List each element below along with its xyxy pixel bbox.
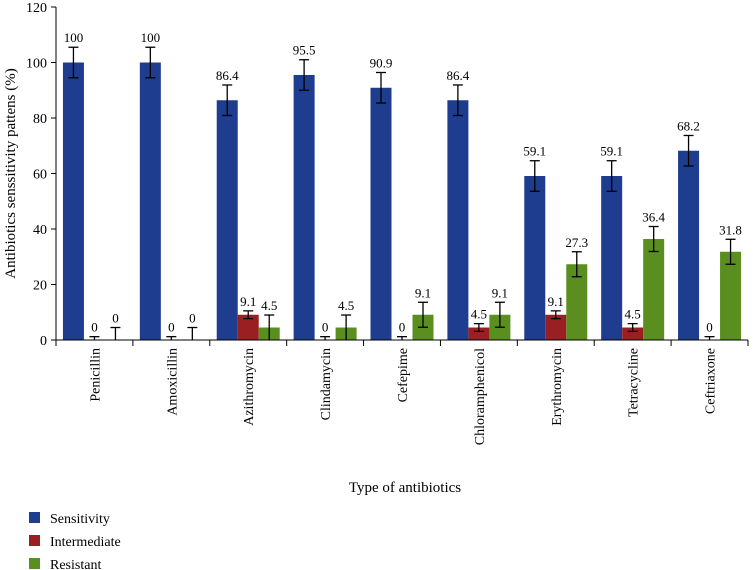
data-label: 31.8	[719, 222, 742, 237]
x-tick-label: Amoxicillin	[165, 348, 180, 416]
data-label: 100	[141, 30, 161, 45]
data-label: 0	[189, 311, 196, 326]
data-label: 86.4	[216, 68, 239, 83]
legend-swatch-resistant	[29, 558, 40, 569]
bar-intermediate-azithromycin	[237, 314, 259, 340]
x-axis-ticks: Penicillin Amoxicillin Azithromycin Clindam…	[55, 340, 749, 445]
bar-sensitivity-amoxicillin	[139, 62, 161, 340]
data-label: 4.5	[471, 307, 487, 322]
data-label: 9.1	[548, 294, 564, 309]
data-label: 0	[112, 311, 119, 326]
x-tick-label: Clindamycin	[319, 348, 334, 420]
y-axis-title: Antibiotics senssitivity pattens (%)	[3, 68, 19, 278]
legend-label-sensitivity: Sensitivity	[50, 512, 110, 527]
y-tick-label: 120	[26, 1, 47, 16]
y-axis-ticks: 0 20 40 60 80 100 120	[26, 1, 56, 349]
bar-resistant-erythromycin	[566, 264, 588, 340]
data-label: 68.2	[677, 118, 700, 133]
bar-sensitivity-azithromycin	[216, 100, 238, 341]
x-tick-label: Cefepime	[396, 348, 411, 402]
bar-sensitivity-chloramphenicol	[447, 100, 469, 341]
data-label: 27.3	[565, 235, 588, 250]
x-tick-label: Penicillin	[88, 348, 103, 402]
data-label: 95.5	[293, 43, 316, 58]
data-label: 9.1	[240, 294, 256, 309]
y-tick-label: 60	[33, 168, 47, 183]
data-label: 59.1	[600, 144, 623, 159]
error-bars	[68, 46, 736, 340]
data-label: 90.9	[370, 55, 393, 70]
bar-sensitivity-tetracycline	[601, 175, 623, 340]
x-tick-label: Tetracycline	[627, 348, 642, 417]
bar-sensitivity-ceftriaxone	[678, 150, 700, 340]
data-label: 9.1	[415, 285, 431, 300]
data-label: 86.4	[447, 68, 470, 83]
bar-sensitivity-penicillin	[62, 62, 84, 340]
legend-label-intermediate: Intermediate	[50, 535, 121, 550]
y-tick-label: 0	[40, 334, 47, 349]
data-label: 0	[91, 320, 98, 335]
bar-sensitivity-erythromycin	[524, 175, 546, 340]
legend-swatch-sensitivity	[29, 512, 40, 523]
x-tick-label: Erythromycin	[550, 348, 565, 426]
bar-sensitivity-clindamycin	[293, 74, 315, 341]
legend-swatch-intermediate	[29, 535, 40, 546]
x-tick-label: Chloramphenicol	[473, 348, 488, 445]
y-tick-label: 20	[33, 279, 47, 294]
bar-intermediate-tetracycline	[622, 327, 644, 340]
data-label: 0	[322, 320, 329, 335]
data-label: 100	[64, 30, 84, 45]
x-axis-title: Type of antibiotics	[349, 480, 461, 496]
data-label: 59.1	[523, 144, 546, 159]
data-label: 0	[168, 320, 175, 335]
y-tick-label: 40	[33, 223, 47, 238]
bars	[62, 62, 742, 341]
bar-resistant-tetracycline	[643, 238, 665, 340]
bar-intermediate-chloramphenicol	[468, 327, 490, 340]
bar-resistant-ceftriaxone	[720, 251, 742, 340]
data-label: 0	[399, 320, 406, 335]
axes	[55, 7, 748, 341]
data-label: 9.1	[492, 285, 508, 300]
x-tick-label: Azithromycin	[242, 348, 257, 426]
data-label: 36.4	[642, 210, 665, 225]
data-label: 4.5	[338, 298, 354, 313]
legend: Sensitivity Intermediate Resistant	[29, 512, 121, 570]
y-tick-label: 80	[33, 112, 47, 127]
x-tick-label: Ceftriaxone	[704, 348, 719, 414]
legend-label-resistant: Resistant	[50, 558, 101, 570]
y-tick-label: 100	[26, 57, 47, 72]
data-label: 4.5	[261, 298, 277, 313]
bar-sensitivity-cefepime	[370, 87, 392, 340]
data-label: 4.5	[625, 307, 641, 322]
bar-intermediate-erythromycin	[545, 314, 567, 340]
data-label: 0	[706, 320, 713, 335]
